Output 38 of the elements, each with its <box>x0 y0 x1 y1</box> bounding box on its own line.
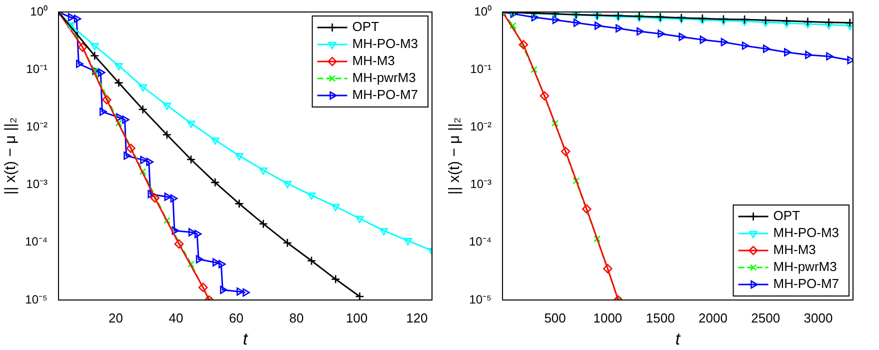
x-tick-label: 60 <box>228 310 244 326</box>
y-axis-title: || x(t) − μ ||₂ <box>2 117 20 195</box>
legend-label: MH-pwrM3 <box>352 70 416 86</box>
y-tick-label: 10⁻³ <box>470 177 492 192</box>
x-axis-title: t <box>242 330 249 349</box>
legend-label: MH-PO-M3 <box>773 225 839 240</box>
y-tick-label: 10⁻⁵ <box>25 292 48 306</box>
y-tick-label: 10⁻¹ <box>26 62 48 76</box>
y-tick-label: 10⁻³ <box>26 177 48 192</box>
legend-label: MH-PO-M7 <box>352 87 418 102</box>
x-tick-label: 500 <box>544 310 566 326</box>
legend-label: MH-PO-M3 <box>352 36 418 52</box>
legend-label: MH-M3 <box>352 53 395 68</box>
y-tick-label: 10⁻² <box>26 120 48 134</box>
y-tick-label: 10⁰ <box>30 4 48 18</box>
y-tick-label: 10⁻¹ <box>470 62 492 76</box>
y-axis-title: || x(t) − μ ||₂ <box>446 117 464 195</box>
legend-label: MH-PO-M7 <box>773 276 839 292</box>
x-tick-label: 2000 <box>698 310 728 326</box>
x-tick-label: 100 <box>346 310 368 326</box>
x-tick-label: 20 <box>108 310 123 326</box>
x-tick-label: 40 <box>168 310 184 326</box>
x-tick-label: 1500 <box>646 310 675 326</box>
y-tick-label: 10⁰ <box>474 4 492 18</box>
x-tick-label: 2500 <box>751 310 780 326</box>
x-tick-label: 1000 <box>593 310 622 326</box>
y-tick-label: 10⁻⁵ <box>469 292 492 306</box>
x-axis-title: t <box>675 330 682 349</box>
legend-label: OPT <box>773 208 800 224</box>
y-tick-label: 10⁻² <box>470 120 492 134</box>
x-tick-label: 80 <box>289 310 304 326</box>
y-tick-label: 10⁻⁴ <box>24 234 48 249</box>
y-tick-label: 10⁻⁴ <box>468 234 492 249</box>
x-tick-label: 3000 <box>804 310 833 326</box>
legend-label: MH-pwrM3 <box>773 259 837 274</box>
legend-label: MH-M3 <box>773 242 816 258</box>
x-tick-label: 120 <box>406 310 428 326</box>
legend-label: OPT <box>352 19 380 34</box>
